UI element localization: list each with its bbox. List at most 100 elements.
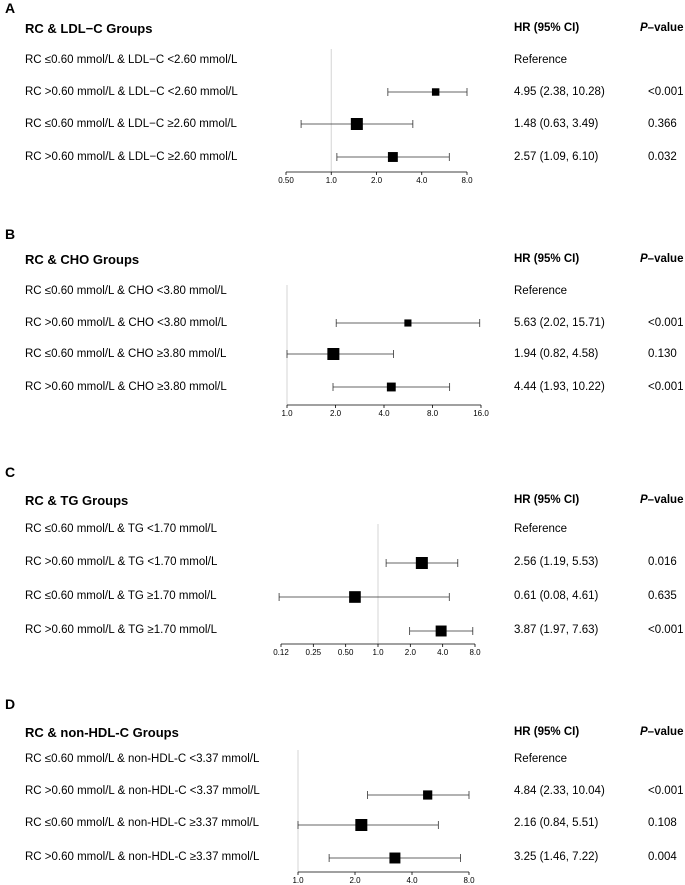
- hr-value: 2.56 (1.19, 5.53): [514, 556, 599, 568]
- hr-value: 4.44 (1.93, 10.22): [514, 381, 605, 393]
- p-header-rest: –value: [647, 253, 684, 265]
- hr-point-marker: [327, 348, 340, 360]
- panel-letter: C: [5, 464, 16, 480]
- p-value: <0.001: [648, 317, 684, 329]
- row-label: RC ≤0.60 mmol/L & TG <1.70 mmol/L: [25, 523, 217, 535]
- hr-value: 3.87 (1.97, 7.63): [514, 624, 599, 636]
- hr-value: 1.48 (0.63, 3.49): [514, 118, 599, 130]
- p-value: 0.130: [648, 348, 677, 360]
- hr-column-header: HR (95% CI): [514, 22, 580, 34]
- hr-column-header: HR (95% CI): [514, 726, 580, 738]
- p-value: 0.635: [648, 590, 677, 602]
- hr-value: 4.95 (2.38, 10.28): [514, 86, 605, 98]
- hr-point-marker: [423, 790, 433, 800]
- x-tick-label: 8.0: [461, 176, 473, 185]
- p-header-italic: P: [640, 494, 648, 506]
- hr-value: 4.84 (2.33, 10.04): [514, 785, 605, 797]
- forest-panel-d: D RC & non-HDL-C Groups HR (95% CI) P–va…: [0, 696, 685, 885]
- hr-value: 0.61 (0.08, 4.61): [514, 590, 599, 602]
- hr-point-marker: [431, 88, 440, 96]
- row-label: RC >0.60 mmol/L & non-HDL-C ≥3.37 mmol/L: [25, 851, 260, 863]
- row-label: RC >0.60 mmol/L & LDL−C <2.60 mmol/L: [25, 86, 238, 98]
- x-tick-label: 8.0: [427, 409, 439, 418]
- hr-value: Reference: [514, 523, 568, 535]
- hr-point-marker: [350, 118, 363, 130]
- forest-panel-c: C RC & TG Groups HR (95% CI) P–value RC …: [0, 464, 685, 664]
- panel-title: RC & LDL−C Groups: [25, 21, 153, 36]
- panel-title: RC & TG Groups: [25, 493, 129, 508]
- hr-point-marker: [386, 382, 396, 392]
- x-tick-label: 1.0: [326, 176, 338, 185]
- row-label: RC ≤0.60 mmol/L & TG ≥1.70 mmol/L: [25, 590, 217, 602]
- forest-plot-b: 1.0 2.0 4.0 8.0 16.0: [281, 285, 489, 418]
- p-value-column-header: P–value: [640, 253, 683, 265]
- forest-panel-a: A RC & LDL−C Groups HR (95% CI) P–value …: [0, 0, 685, 210]
- hr-point-marker: [415, 557, 428, 569]
- forest-panel-b: B RC & CHO Groups HR (95% CI) P–value RC…: [0, 226, 685, 426]
- x-tick-label: 0.50: [278, 176, 294, 185]
- x-tick-label: 0.50: [338, 648, 354, 657]
- hr-value: 5.63 (2.02, 15.71): [514, 317, 605, 329]
- p-value: 0.016: [648, 556, 677, 568]
- hr-point-marker: [387, 152, 398, 162]
- p-value: 0.108: [648, 817, 677, 829]
- hr-value: Reference: [514, 54, 568, 66]
- x-tick-label: 1.0: [281, 409, 293, 418]
- hr-point-marker: [435, 625, 447, 637]
- forest-plot-c: 0.12 0.25 0.50 1.0 2.0 4.0 8.0: [273, 524, 481, 657]
- hr-column-header: HR (95% CI): [514, 253, 580, 265]
- row-label: RC ≤0.60 mmol/L & LDL−C ≥2.60 mmol/L: [25, 118, 237, 130]
- forest-plot-d: 1.0 2.0 4.0 8.0: [292, 750, 475, 885]
- hr-point-marker: [404, 319, 412, 327]
- hr-column-header: HR (95% CI): [514, 494, 580, 506]
- p-header-italic: P: [640, 253, 648, 265]
- row-label: RC ≤0.60 mmol/L & non-HDL-C ≥3.37 mmol/L: [25, 817, 259, 829]
- x-tick-label: 0.25: [306, 648, 322, 657]
- row-label: RC ≤0.60 mmol/L & CHO ≥3.80 mmol/L: [25, 348, 227, 360]
- x-tick-label: 1.0: [372, 648, 384, 657]
- hr-value: 1.94 (0.82, 4.58): [514, 348, 599, 360]
- x-tick-label: 4.0: [437, 648, 449, 657]
- x-tick-label: 2.0: [349, 876, 361, 885]
- p-value-column-header: P–value: [640, 494, 683, 506]
- x-tick-label: 4.0: [406, 876, 418, 885]
- p-header-rest: –value: [647, 726, 684, 738]
- hr-value: Reference: [514, 753, 568, 765]
- p-header-italic: P: [640, 726, 648, 738]
- row-label: RC >0.60 mmol/L & TG ≥1.70 mmol/L: [25, 624, 217, 636]
- p-header-italic: P: [640, 22, 648, 34]
- p-value: <0.001: [648, 381, 684, 393]
- p-value: 0.032: [648, 151, 677, 163]
- panel-letter: A: [5, 0, 16, 16]
- row-label: RC >0.60 mmol/L & CHO ≥3.80 mmol/L: [25, 381, 227, 393]
- p-value: <0.001: [648, 86, 684, 98]
- row-label: RC ≤0.60 mmol/L & CHO <3.80 mmol/L: [25, 285, 227, 297]
- x-tick-label: 2.0: [371, 176, 383, 185]
- p-value-column-header: P–value: [640, 22, 683, 34]
- x-tick-label: 4.0: [378, 409, 390, 418]
- p-value: <0.001: [648, 624, 684, 636]
- x-tick-label: 8.0: [469, 648, 481, 657]
- x-tick-label: 1.0: [292, 876, 304, 885]
- hr-point-marker: [349, 591, 361, 603]
- x-tick-label: 2.0: [405, 648, 417, 657]
- x-tick-label: 4.0: [416, 176, 428, 185]
- p-value: 0.004: [648, 851, 677, 863]
- row-label: RC >0.60 mmol/L & non-HDL-C <3.37 mmol/L: [25, 785, 260, 797]
- hr-point-marker: [355, 819, 368, 831]
- row-label: RC >0.60 mmol/L & TG <1.70 mmol/L: [25, 556, 218, 568]
- forest-plot-a: 0.50 1.0 2.0 4.0 8.0: [278, 49, 473, 185]
- p-value-column-header: P–value: [640, 726, 683, 738]
- hr-point-marker: [389, 852, 401, 864]
- row-label: RC >0.60 mmol/L & LDL−C ≥2.60 mmol/L: [25, 151, 238, 163]
- row-label: RC ≤0.60 mmol/L & non-HDL-C <3.37 mmol/L: [25, 753, 260, 765]
- row-label: RC ≤0.60 mmol/L & LDL−C <2.60 mmol/L: [25, 54, 238, 66]
- hr-value: 3.25 (1.46, 7.22): [514, 851, 599, 863]
- hr-value: 2.57 (1.09, 6.10): [514, 151, 599, 163]
- row-label: RC >0.60 mmol/L & CHO <3.80 mmol/L: [25, 317, 228, 329]
- p-header-rest: –value: [647, 494, 684, 506]
- panel-letter: D: [5, 696, 16, 712]
- panel-letter: B: [5, 226, 16, 242]
- p-header-rest: –value: [647, 22, 684, 34]
- x-tick-label: 8.0: [463, 876, 475, 885]
